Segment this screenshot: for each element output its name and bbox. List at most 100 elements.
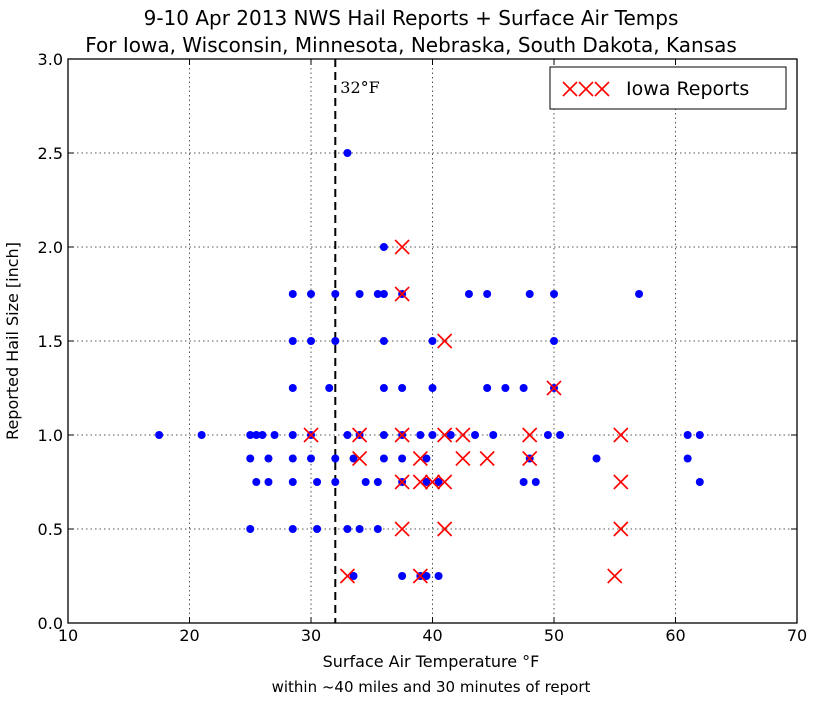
iowa-report-point (394, 239, 410, 255)
reference-line-group: 32°F (334, 59, 380, 623)
data-point (428, 431, 437, 439)
marker-stroke (522, 450, 538, 467)
data-point (288, 478, 297, 486)
marker-stroke (424, 474, 441, 490)
iowa-report-point (339, 568, 356, 584)
iowa-report-point (394, 521, 410, 537)
legend-marker-x (594, 81, 610, 97)
marker-stroke (412, 568, 428, 584)
chart-title-line1: 9-10 Apr 2013 NWS Hail Reports + Surface… (144, 6, 679, 30)
data-point (246, 431, 255, 439)
data-point (331, 478, 340, 486)
iowa-report-point (437, 521, 453, 537)
marker-stroke (437, 333, 453, 349)
marker-stroke (412, 474, 428, 490)
data-point (331, 454, 340, 463)
data-point (288, 337, 297, 345)
y-tick-label: 1.0 (38, 426, 63, 445)
legend-label-iowa: Iowa Reports (626, 78, 749, 100)
data-point (331, 290, 340, 298)
data-point (501, 384, 510, 392)
iowa-report-point (412, 450, 428, 467)
legend-marker-x (578, 81, 594, 97)
data-point (416, 431, 425, 439)
data-point (313, 525, 322, 533)
iowa-report-point (479, 450, 495, 467)
marker-stroke (394, 474, 410, 490)
legend-box (549, 66, 787, 110)
data-point (398, 454, 407, 463)
data-point (355, 525, 364, 533)
iowa-report-point (522, 427, 538, 443)
iowa-report-point (394, 286, 410, 302)
marker-stroke (437, 521, 453, 537)
data-point (197, 431, 206, 439)
marker-stroke (479, 450, 495, 467)
x-tick-label: 30 (301, 626, 321, 645)
data-point (519, 384, 528, 392)
marker-stroke (613, 474, 629, 490)
x-tick-label: 70 (787, 626, 807, 645)
y-tick-label: 0.0 (38, 614, 63, 633)
marker-stroke (613, 521, 629, 537)
marker-stroke (394, 521, 410, 537)
data-point (422, 454, 431, 463)
x-tick-label: 10 (58, 626, 78, 645)
data-point (288, 454, 297, 463)
data-point (683, 431, 692, 439)
data-point (349, 572, 358, 580)
data-point (349, 454, 358, 463)
legend-markers (562, 81, 610, 97)
data-point (307, 290, 315, 298)
iowa-report-point (455, 427, 471, 443)
data-point (428, 337, 437, 345)
data-point (635, 290, 644, 298)
marker-stroke (578, 81, 594, 97)
data-point (434, 478, 443, 486)
marker-stroke (339, 568, 356, 584)
axis-ticks: 10 20 30 40 50 60 70 0.0 0.5 1.0 1.5 2.0 2.5 3.0 (38, 50, 808, 645)
marker-stroke (352, 450, 368, 467)
marker-stroke (394, 239, 410, 255)
data-point (264, 454, 273, 463)
data-point (252, 431, 261, 439)
marker-stroke (546, 380, 562, 396)
data-point (331, 337, 340, 345)
data-point (307, 454, 315, 463)
marker-stroke (455, 427, 471, 443)
data-point (288, 384, 297, 392)
iowa-report-point (437, 427, 453, 443)
marker-stroke (303, 427, 319, 443)
data-point (556, 431, 565, 439)
data-points (155, 149, 704, 584)
data-point (446, 431, 455, 439)
data-point (379, 290, 388, 298)
legend-marker-x (562, 81, 578, 97)
data-point (373, 525, 382, 533)
marker-stroke (455, 450, 471, 467)
marker-stroke (522, 427, 538, 443)
data-point (325, 384, 334, 392)
chart-title-line2: For Iowa, Wisconsin, Minnesota, Nebraska… (85, 33, 737, 57)
marker-stroke (394, 427, 410, 443)
iowa-report-point (352, 450, 368, 467)
data-point (550, 290, 558, 298)
data-point (343, 149, 352, 157)
iowa-report-point (437, 474, 453, 490)
data-point (464, 290, 473, 298)
x-tick-label: 50 (544, 626, 564, 645)
iowa-report-point (546, 380, 562, 396)
y-axis-label: Reported Hail Size [inch] (3, 242, 22, 440)
data-point (471, 431, 480, 439)
data-point (343, 525, 352, 533)
data-point (288, 290, 297, 298)
iowa-report-point (607, 568, 623, 584)
data-point (373, 290, 382, 298)
marker-stroke (437, 474, 453, 490)
data-point (422, 478, 431, 486)
data-point (307, 337, 315, 345)
x-tick-label: 40 (422, 626, 442, 645)
y-tick-label: 2.5 (38, 144, 63, 163)
